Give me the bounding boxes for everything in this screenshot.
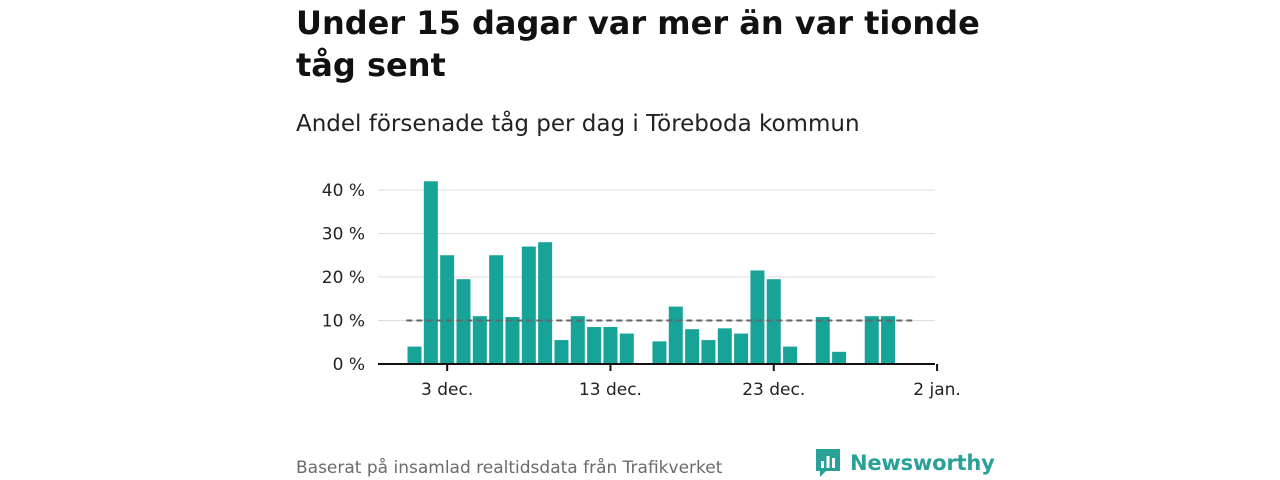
brand-name: Newsworthy [850,451,995,475]
bar [750,270,765,364]
y-tick-label: 20 % [322,268,365,288]
bar [554,340,569,364]
bar [832,351,847,364]
chart-subtitle: Andel försenade tåg per dag i Töreboda k… [296,111,860,137]
x-tick-label: 23 dec. [742,380,805,400]
chart-title: Under 15 dagar var mer än var tionde tåg… [296,4,980,84]
bar [734,333,749,364]
bar-chart: 0 % 10 % 20 % 30 % 40 % 3 dec. 13 dec. 23 dec.… [322,181,961,400]
bar [407,346,422,364]
bar [489,255,504,364]
bar [815,317,830,364]
bar [505,317,520,364]
bar [521,246,536,364]
bar-series [407,181,896,364]
bar [766,279,781,364]
bar [619,333,634,364]
y-tick-label: 30 % [322,225,365,245]
bar [587,327,602,364]
bar [423,181,438,364]
y-tick-label: 10 % [322,312,365,332]
x-tick-label: 2 jan. [913,380,961,400]
bar [864,316,879,364]
bar [538,242,553,364]
newsworthy-logo-icon [816,449,840,477]
bar [701,340,716,364]
bar [668,306,683,364]
bar [603,327,618,364]
bar [717,328,732,364]
bar [440,255,455,364]
bar [652,341,667,364]
bar [472,316,487,364]
x-axis: 3 dec. 13 dec. 23 dec. 2 jan. [378,363,961,400]
bar [685,329,700,364]
bar [456,279,471,364]
y-tick-label: 0 % [333,355,365,375]
x-tick-label: 13 dec. [579,380,642,400]
source-note: Baserat på insamlad realtidsdata från Tr… [296,458,723,478]
y-tick-label: 40 % [322,181,365,201]
bar [783,346,798,364]
x-tick-label: 3 dec. [421,380,473,400]
newsworthy-logo: Newsworthy [814,447,995,479]
bar [881,316,896,364]
y-axis: 0 % 10 % 20 % 30 % 40 % [322,181,365,375]
bar [570,316,585,364]
